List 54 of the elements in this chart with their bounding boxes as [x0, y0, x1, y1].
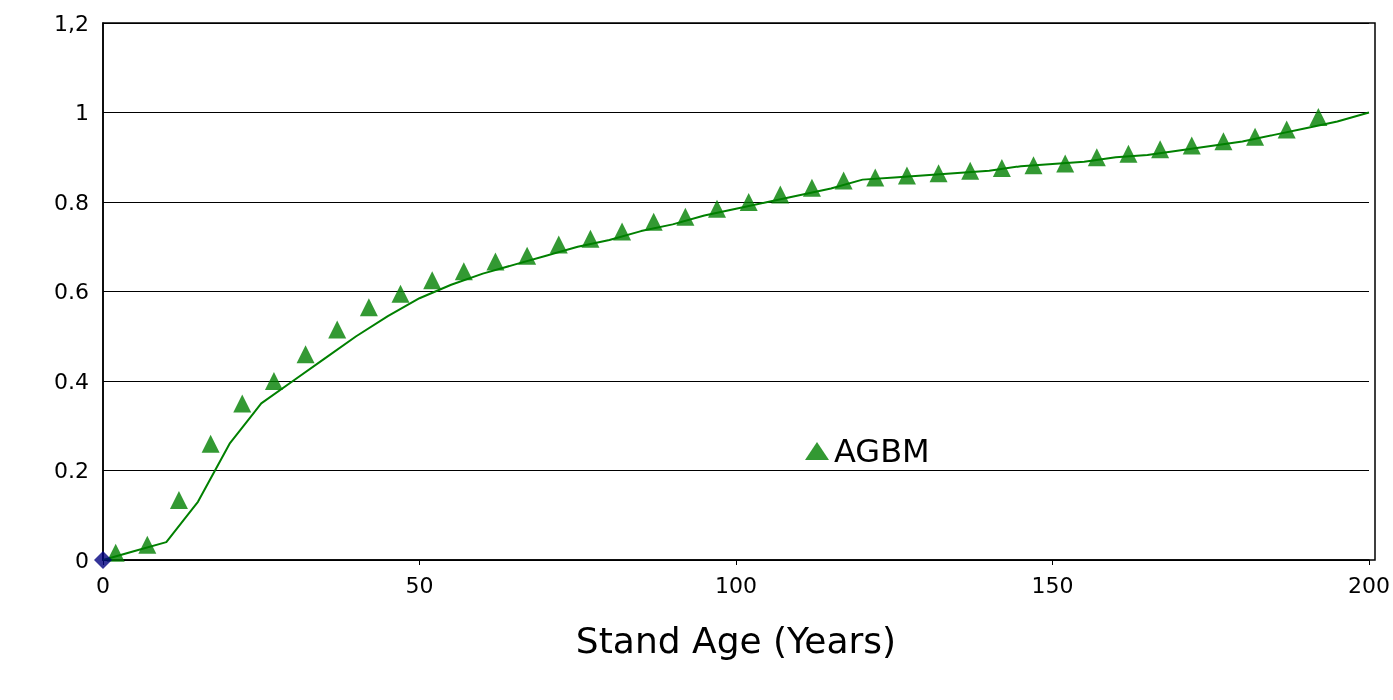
- point: [391, 284, 410, 303]
- x-tick-label: 100: [715, 572, 757, 598]
- point: [169, 491, 188, 510]
- point: [802, 178, 821, 197]
- point: [94, 551, 112, 569]
- point: [1087, 148, 1106, 167]
- legend-label: AGBM: [834, 432, 930, 470]
- point: [644, 212, 663, 231]
- x-axis-title: Stand Age (Years): [575, 619, 897, 661]
- point: [296, 345, 315, 364]
- y-tick-label: 0.8: [54, 189, 89, 215]
- point: [897, 166, 916, 185]
- point: [866, 168, 885, 187]
- point: [233, 394, 252, 413]
- y-tick-label: 1: [75, 100, 89, 125]
- x-tick-label: 50: [405, 572, 434, 598]
- point: [201, 434, 220, 453]
- x-tick-label: 0: [96, 572, 110, 598]
- point: [454, 262, 473, 281]
- x-tick-label: 200: [1348, 572, 1390, 598]
- point: [1119, 144, 1138, 163]
- point: [676, 207, 695, 226]
- point: [739, 193, 758, 211]
- y-tick-label: 1,2: [54, 10, 89, 36]
- point: [929, 164, 948, 183]
- point: [992, 158, 1011, 177]
- point: [961, 161, 980, 180]
- point: [106, 543, 125, 562]
- point: [613, 222, 632, 241]
- point: [1246, 127, 1265, 146]
- point: [708, 199, 727, 218]
- point: [328, 320, 347, 339]
- point: [486, 252, 505, 271]
- point: [581, 229, 600, 248]
- point: [1056, 154, 1075, 173]
- point: [771, 185, 790, 204]
- point: [423, 271, 442, 290]
- point: [1151, 140, 1170, 159]
- y-tick-label: 0: [75, 547, 89, 573]
- point: [1024, 156, 1043, 175]
- y-tick-label: 0.4: [54, 368, 89, 394]
- point: [264, 372, 283, 390]
- point: [138, 535, 157, 554]
- point: [1182, 136, 1201, 155]
- x-tick-label: 150: [1031, 572, 1074, 598]
- point: [834, 171, 853, 190]
- point: [518, 246, 537, 265]
- point: [1277, 120, 1296, 139]
- point: [549, 235, 568, 254]
- y-tick-label: 0.2: [54, 458, 89, 483]
- point: [359, 298, 378, 317]
- y-tick-label: 0.6: [54, 279, 89, 304]
- point: [1309, 107, 1328, 126]
- point: [1214, 132, 1233, 151]
